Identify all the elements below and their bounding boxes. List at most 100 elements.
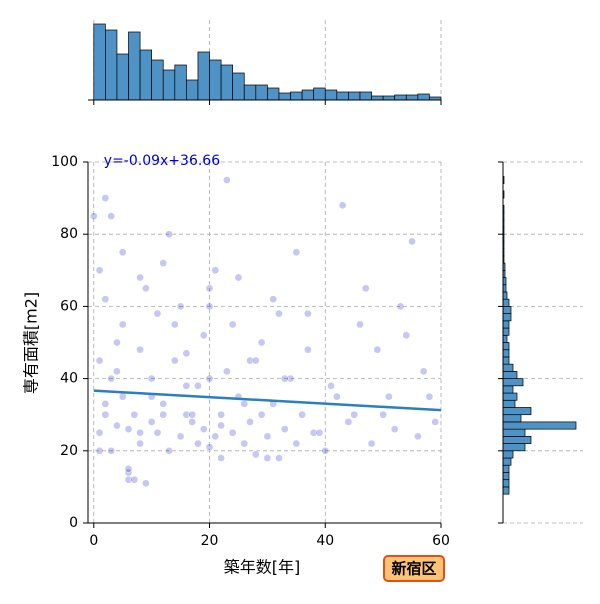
point bbox=[344, 418, 353, 426]
point bbox=[182, 349, 191, 358]
point bbox=[188, 410, 197, 419]
hist-bar bbox=[243, 84, 257, 101]
hist-bar bbox=[209, 59, 222, 101]
point bbox=[263, 432, 272, 441]
hist-bar bbox=[502, 313, 512, 322]
point bbox=[240, 400, 249, 408]
y-tick-label: 0 bbox=[69, 515, 78, 531]
point bbox=[309, 428, 318, 437]
hist-bar bbox=[313, 87, 326, 101]
hist-bar bbox=[502, 421, 577, 430]
point bbox=[142, 284, 150, 293]
point bbox=[373, 345, 382, 354]
point bbox=[385, 392, 393, 401]
hist-bar bbox=[359, 91, 372, 101]
hist-bar bbox=[139, 49, 153, 101]
point bbox=[107, 374, 115, 383]
point bbox=[315, 428, 324, 437]
point bbox=[217, 454, 225, 462]
hist-bar bbox=[93, 23, 106, 101]
point bbox=[101, 400, 110, 408]
point bbox=[95, 446, 104, 455]
hist-bar bbox=[301, 89, 315, 101]
point bbox=[205, 374, 214, 383]
point bbox=[147, 374, 156, 383]
point bbox=[118, 248, 127, 257]
point bbox=[367, 439, 376, 448]
point bbox=[304, 345, 312, 354]
hist-bar bbox=[382, 95, 396, 101]
hist-bar bbox=[232, 72, 245, 101]
point bbox=[246, 356, 254, 365]
point bbox=[263, 454, 272, 462]
hist-bar bbox=[502, 479, 510, 488]
hist-bar bbox=[502, 306, 512, 314]
fit-line bbox=[93, 389, 442, 412]
point bbox=[332, 392, 341, 401]
point bbox=[217, 421, 225, 430]
badge bbox=[383, 555, 445, 582]
hist-bar bbox=[502, 378, 524, 387]
point bbox=[275, 309, 283, 318]
hist-bar bbox=[502, 450, 514, 459]
hist-bar bbox=[324, 89, 338, 101]
point bbox=[275, 454, 283, 462]
x-tick-label: 20 bbox=[201, 533, 219, 549]
point bbox=[217, 410, 225, 419]
point bbox=[431, 418, 440, 426]
y-tick-label: 40 bbox=[60, 371, 78, 387]
point bbox=[356, 320, 364, 329]
point bbox=[414, 432, 422, 441]
y-tick-label: 80 bbox=[60, 226, 78, 242]
hist-bar bbox=[267, 87, 280, 101]
point bbox=[223, 367, 231, 376]
point bbox=[194, 381, 202, 390]
point bbox=[246, 418, 254, 426]
hist-bar bbox=[502, 298, 510, 307]
point bbox=[165, 446, 173, 455]
point bbox=[188, 418, 197, 426]
point bbox=[136, 439, 144, 448]
hist-bar bbox=[174, 64, 187, 101]
x-axis-label: 築年数[年] bbox=[224, 558, 301, 577]
point bbox=[176, 302, 185, 311]
hist-bar bbox=[116, 53, 129, 101]
point bbox=[113, 421, 121, 430]
hist-bar bbox=[502, 385, 514, 394]
hist-bar bbox=[197, 51, 210, 101]
point bbox=[338, 201, 347, 210]
hist-bar bbox=[502, 371, 518, 379]
point bbox=[211, 266, 220, 275]
point bbox=[361, 284, 370, 293]
y-tick-label: 20 bbox=[60, 443, 78, 459]
hist-bar bbox=[502, 392, 518, 401]
point bbox=[408, 237, 416, 246]
point bbox=[153, 309, 162, 318]
point bbox=[251, 356, 260, 365]
point bbox=[95, 356, 104, 365]
point bbox=[159, 400, 168, 408]
hist-bar bbox=[502, 486, 510, 495]
point bbox=[280, 374, 289, 383]
point bbox=[234, 273, 243, 282]
y-tick-label: 60 bbox=[60, 298, 78, 314]
point bbox=[170, 320, 179, 329]
fit-label: y=-0.09x+36.66 bbox=[104, 153, 220, 169]
point bbox=[159, 410, 168, 419]
point bbox=[107, 212, 115, 220]
x-tick-label: 0 bbox=[89, 533, 98, 549]
point bbox=[425, 392, 434, 401]
point bbox=[321, 446, 330, 455]
point bbox=[136, 273, 144, 282]
point bbox=[142, 479, 150, 488]
hist-bar bbox=[405, 94, 419, 101]
point bbox=[101, 295, 110, 304]
hist-bar bbox=[417, 93, 430, 101]
point bbox=[292, 439, 301, 448]
point bbox=[182, 381, 191, 390]
point bbox=[159, 259, 168, 267]
hist-bar bbox=[128, 31, 141, 101]
hist-bar bbox=[255, 84, 268, 101]
point bbox=[240, 439, 249, 448]
point bbox=[223, 176, 231, 184]
